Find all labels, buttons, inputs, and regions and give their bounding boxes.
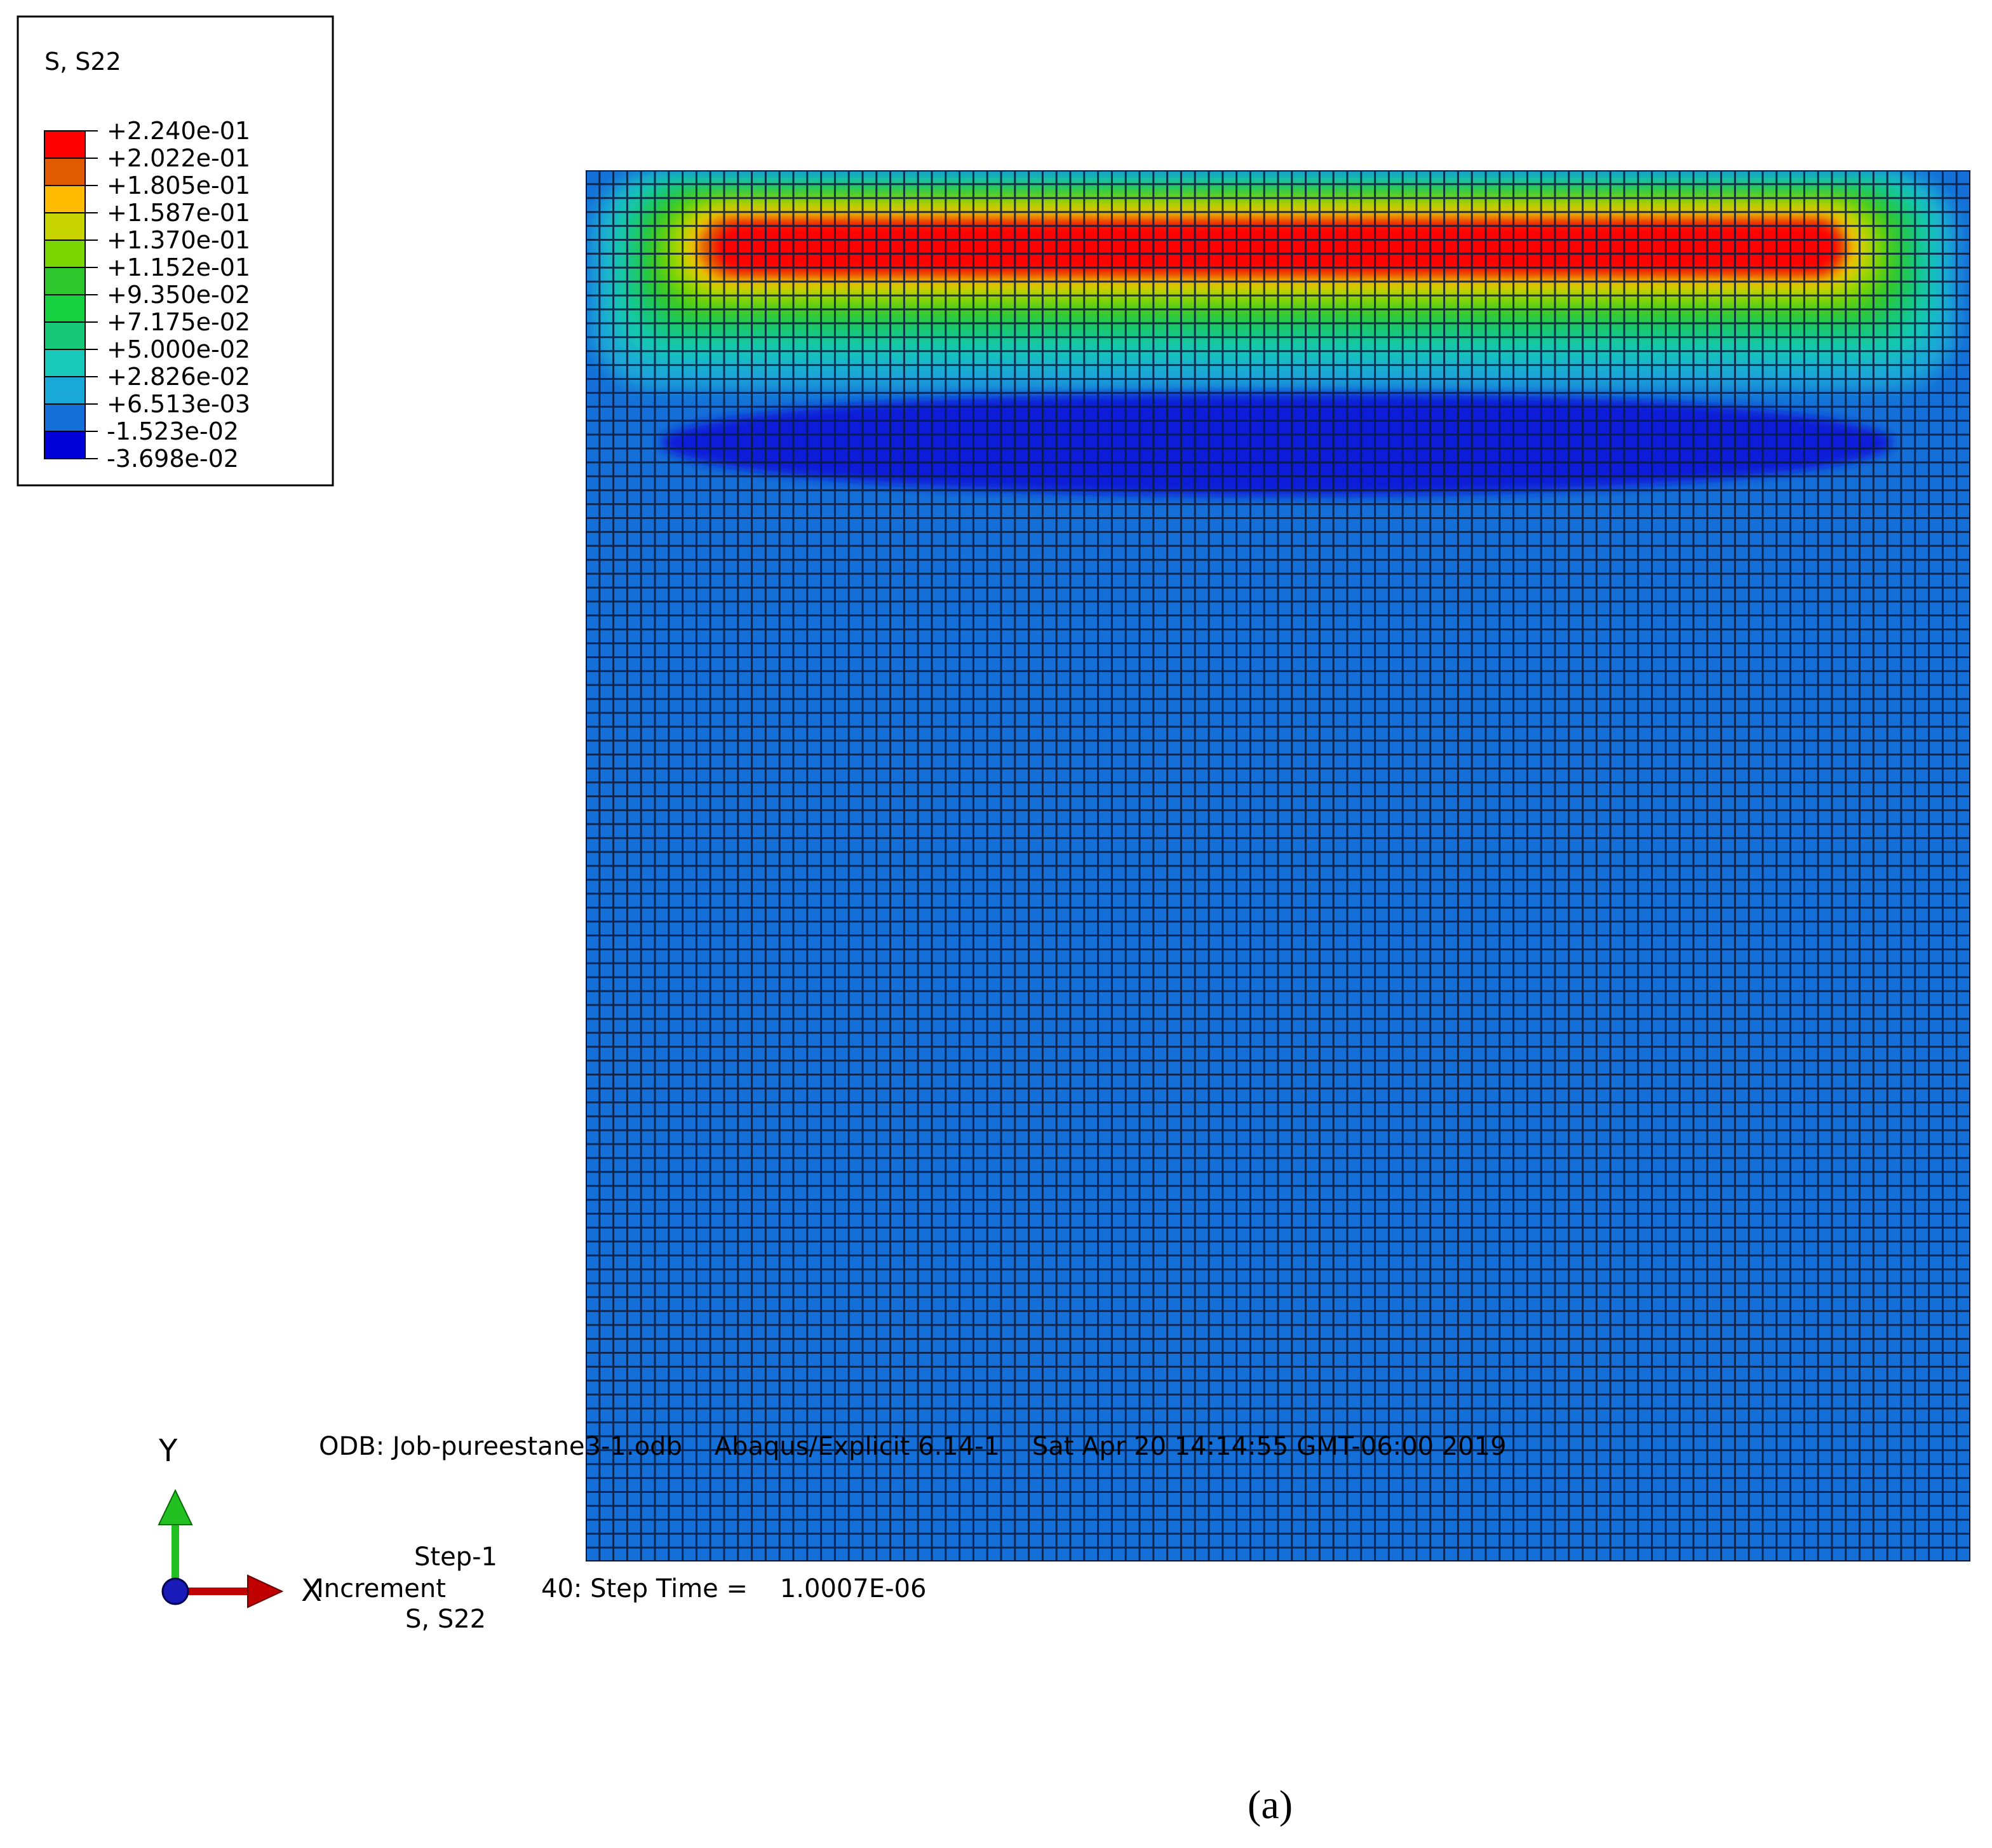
figure-caption: (a) [1248, 1782, 1293, 1827]
negative-stress-zone [661, 389, 1893, 496]
legend-swatches [44, 130, 86, 459]
legend-value: -3.698e-02 [107, 445, 239, 473]
y-axis-label: Y [158, 1433, 178, 1469]
legend-value: +2.022e-01 [107, 144, 250, 172]
legend-value: +9.350e-02 [107, 281, 250, 309]
coordinate-triad: Y X [158, 1433, 322, 1609]
legend-swatch [44, 403, 86, 432]
legend-value: +7.175e-02 [107, 308, 250, 336]
legend: S, S22 +2.240e-01+2.022e-01+1.805e-01+1.… [17, 15, 334, 487]
increment-value: 40: Step Time = 1.0007E-06 [541, 1574, 926, 1603]
legend-value: +5.000e-02 [107, 335, 250, 363]
legend-value: +1.805e-01 [107, 172, 250, 199]
legend-value: +1.152e-01 [107, 253, 250, 281]
legend-swatch [44, 267, 86, 295]
legend-swatch [44, 294, 86, 323]
legend-swatch [44, 212, 86, 241]
odb-line: ODB: Job-pureestane3-1.odb Abaqus/Explic… [319, 1432, 1507, 1461]
step-line: Step-1 [414, 1542, 497, 1572]
legend-swatch [44, 321, 86, 350]
contour-plot [586, 170, 1970, 1561]
legend-swatch [44, 349, 86, 377]
legend-value: +6.513e-03 [107, 390, 250, 418]
increment-label: Increment [316, 1574, 446, 1603]
x-axis-arrow-head [247, 1574, 284, 1609]
legend-title: S, S22 [44, 48, 121, 76]
legend-swatch [44, 431, 86, 459]
legend-value: +2.240e-01 [107, 117, 250, 145]
legend-swatch [44, 239, 86, 268]
mesh-grid [586, 170, 1970, 1561]
legend-swatch [44, 158, 86, 186]
legend-swatch [44, 185, 86, 213]
legend-labels: +2.240e-01+2.022e-01+1.805e-01+1.587e-01… [85, 117, 250, 473]
x-axis-label: X [301, 1573, 322, 1609]
positive-stress-band [591, 173, 1956, 388]
legend-value: +1.587e-01 [107, 199, 250, 227]
legend-swatch [44, 130, 86, 159]
mesh-lines [586, 170, 1970, 1561]
info-block: ODB: Job-pureestane3-1.odb Abaqus/Explic… [316, 1432, 1507, 1634]
z-axis-dot [161, 1577, 189, 1605]
y-axis-arrow-head [158, 1488, 193, 1525]
variable-line: S, S22 [405, 1605, 486, 1634]
legend-value: -1.523e-02 [107, 417, 239, 445]
legend-value: +2.826e-02 [107, 363, 250, 391]
legend-swatch [44, 376, 86, 405]
legend-value: +1.370e-01 [107, 226, 250, 254]
